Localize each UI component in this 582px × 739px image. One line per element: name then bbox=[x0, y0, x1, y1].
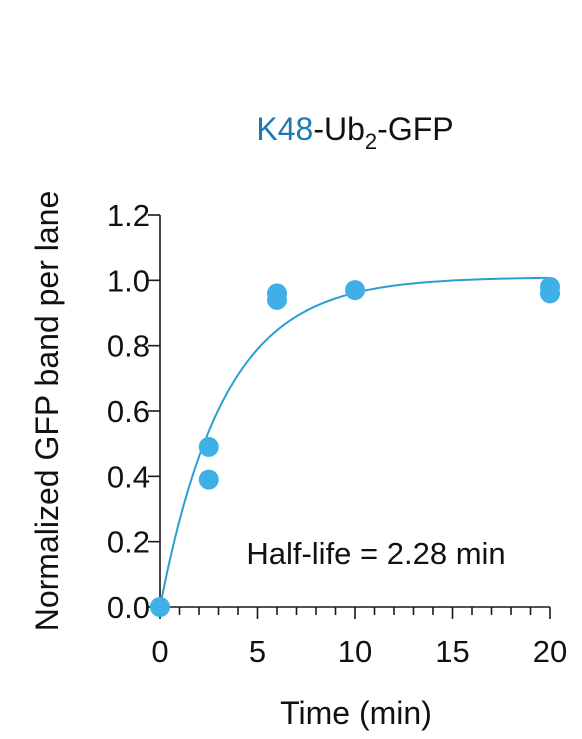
title-suffix: -GFP bbox=[377, 111, 453, 147]
x-tick-label: 15 bbox=[435, 634, 469, 669]
data-point bbox=[540, 283, 560, 304]
title-middle: -Ub bbox=[313, 111, 365, 147]
x-tick-label: 20 bbox=[533, 634, 567, 669]
x-tick-label: 0 bbox=[151, 634, 168, 669]
title-prefix: K48 bbox=[256, 111, 313, 147]
y-tick-label: 0.4 bbox=[107, 459, 150, 494]
x-tick-label: 10 bbox=[338, 634, 372, 669]
y-tick-label: 0.0 bbox=[107, 590, 150, 625]
x-axis-ticks: 0 5 10 15 20 bbox=[151, 607, 567, 669]
data-points-layer bbox=[150, 276, 560, 617]
y-axis-title: Normalized GFP band per lane bbox=[29, 191, 65, 632]
chart-title: K48-Ub2-GFP bbox=[256, 111, 453, 154]
y-tick-label: 0.6 bbox=[107, 394, 150, 429]
y-tick-label: 0.8 bbox=[107, 329, 150, 364]
half-life-annotation: Half-life = 2.28 min bbox=[246, 536, 505, 571]
y-tick-label: 1.2 bbox=[107, 198, 150, 233]
data-point bbox=[198, 469, 219, 490]
y-tick-label: 0.2 bbox=[107, 525, 150, 560]
x-axis-title: Time (min) bbox=[280, 695, 432, 731]
y-tick-label: 1.0 bbox=[107, 263, 150, 298]
data-point bbox=[345, 280, 365, 301]
data-point bbox=[267, 289, 287, 310]
x-tick-label: 5 bbox=[249, 634, 266, 669]
data-point bbox=[198, 436, 219, 457]
y-axis-ticks: 0.0 0.2 0.4 0.6 0.8 1.0 1.2 bbox=[107, 198, 160, 625]
data-point bbox=[150, 597, 170, 617]
svg-text:K48-Ub2-GFP: K48-Ub2-GFP bbox=[256, 111, 453, 154]
title-subscript: 2 bbox=[365, 129, 377, 154]
